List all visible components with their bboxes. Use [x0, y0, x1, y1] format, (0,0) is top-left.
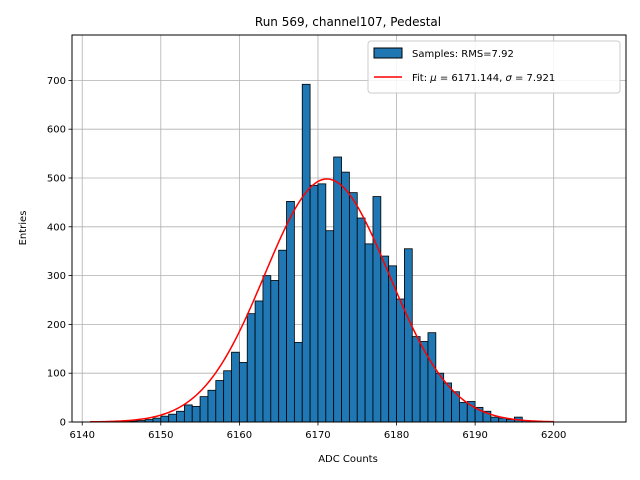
histogram-bar — [396, 298, 405, 423]
y-axis: 0 100 200 300 400 500 600 700 — [47, 76, 72, 429]
y-tick-label: 500 — [47, 173, 66, 184]
y-tick-label: 600 — [47, 125, 66, 136]
y-tick-label: 200 — [47, 320, 66, 331]
legend: Samples: RMS=7.92 Fit: μ = 6171.144, σ =… — [367, 40, 621, 94]
histogram-bar — [278, 249, 287, 423]
y-tick-label: 300 — [47, 271, 66, 282]
fit-curve — [90, 178, 554, 423]
legend-box — [367, 40, 621, 94]
histogram-bar — [356, 217, 366, 423]
histogram-bar — [176, 410, 185, 423]
legend-fit-mu-symbol: μ — [429, 73, 436, 84]
x-tick-label: 6160 — [227, 430, 252, 441]
x-tick-label: 6180 — [384, 430, 409, 441]
fit-curve-layer — [90, 178, 554, 423]
histogram-bar — [333, 156, 342, 423]
histogram-bar — [317, 183, 327, 423]
histogram-bar — [364, 243, 374, 423]
histogram-bar — [309, 184, 319, 423]
x-tick-label: 6190 — [462, 430, 487, 441]
x-tick-label: 6150 — [148, 430, 173, 441]
histogram-bar — [286, 201, 295, 423]
histogram-bar — [427, 332, 437, 423]
histogram-bar — [207, 389, 217, 423]
y-axis-title: Entries — [18, 211, 29, 246]
legend-fit-mu-value: = 6171.144, — [437, 73, 506, 84]
histogram-bar — [301, 83, 311, 423]
histogram-bar — [231, 351, 240, 423]
legend-fit-sigma-symbol: σ — [505, 73, 512, 84]
histogram-bar — [270, 280, 280, 423]
histogram-bar — [459, 402, 468, 423]
plot-frame — [71, 34, 627, 423]
legend-fit-label: Fit: μ = 6171.144, σ = 7.921 — [412, 73, 555, 84]
histogram-bar — [191, 405, 201, 423]
histogram-bar — [215, 380, 225, 423]
histogram-bar — [293, 342, 303, 423]
histogram-bar — [254, 300, 264, 423]
histogram-bar — [372, 196, 382, 423]
x-axis-title: ADC Counts — [318, 454, 378, 465]
x-axis: 6140 6150 6160 6170 6180 6190 6200 — [69, 422, 566, 441]
histogram-bar — [262, 275, 272, 423]
histogram-bar — [223, 370, 232, 423]
histogram-bar — [380, 255, 390, 423]
legend-fit-sigma-value: = 7.921 — [512, 73, 555, 84]
y-tick-label: 400 — [47, 222, 66, 233]
histogram-bar — [152, 417, 162, 423]
histogram-bar — [348, 192, 358, 423]
histogram-bar — [403, 248, 413, 423]
histogram-bar — [238, 362, 248, 423]
histogram-bar — [435, 372, 445, 423]
y-tick-label: 100 — [47, 369, 66, 380]
y-tick-label: 0 — [60, 418, 66, 429]
x-tick-label: 6140 — [69, 430, 94, 441]
histogram-bar — [246, 313, 256, 423]
histogram-bar — [160, 415, 170, 423]
chart-title: Run 569, channel107, Pedestal — [255, 15, 441, 29]
x-tick-label: 6200 — [541, 430, 566, 441]
histogram-bar — [411, 336, 421, 423]
histogram-bar — [183, 404, 193, 423]
x-tick-label: 6170 — [305, 430, 330, 441]
legend-fit-prefix: Fit: — [412, 73, 430, 84]
legend-histogram-label: Samples: RMS=7.92 — [412, 49, 514, 60]
histogram-bar — [199, 396, 209, 423]
histogram-bar — [168, 413, 177, 423]
legend-histogram-swatch — [373, 47, 403, 59]
histogram-bar — [325, 230, 335, 423]
histogram-bar — [341, 171, 350, 423]
y-tick-label: 700 — [47, 76, 66, 87]
histogram-bar — [490, 416, 500, 423]
